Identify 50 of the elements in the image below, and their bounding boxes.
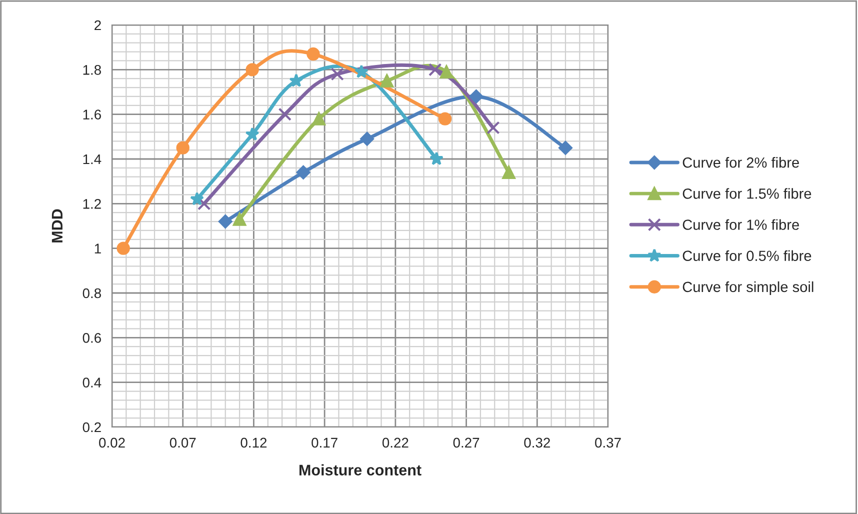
x-tick-label: 0.22 (382, 438, 408, 448)
point (278, 108, 292, 121)
y-tick-label: 0.4 (82, 378, 102, 388)
point (190, 192, 204, 206)
point (438, 112, 452, 126)
point (428, 63, 442, 76)
y-tick-label: 1.8 (83, 65, 101, 75)
y-tick-label: 0.2 (82, 422, 101, 432)
y-tick-label: 1.6 (83, 110, 101, 120)
point (245, 127, 260, 141)
y-tick-label: 2 (94, 20, 101, 30)
point (116, 242, 130, 255)
legend-label: Curve for 0.5% fibre (682, 250, 812, 262)
point (176, 141, 190, 154)
legend-label: Curve for 1% fibre (682, 219, 799, 230)
point (502, 166, 516, 179)
legend-label: Curve for 1.5% fibre (682, 188, 812, 199)
y-tick-label: 0.6 (82, 333, 101, 343)
point (380, 74, 394, 88)
y-tick-label: 1.2 (83, 199, 101, 209)
point (486, 121, 500, 134)
x-tick-label: 0.37 (595, 438, 621, 448)
y-axis-title: MDD (52, 209, 62, 242)
point (469, 90, 484, 104)
point (246, 63, 259, 76)
y-tick-label: 1 (94, 244, 101, 254)
point (330, 68, 344, 81)
x-tick-label: 0.27 (453, 438, 480, 448)
point (430, 152, 444, 166)
legend-label: Curve for 2% fibre (682, 157, 799, 168)
point (354, 64, 368, 78)
point (218, 214, 232, 228)
point (198, 197, 211, 210)
point (296, 165, 310, 180)
point (558, 140, 572, 155)
x-tick-label: 0.17 (312, 438, 338, 448)
x-axis-title: Moisture content (299, 464, 422, 476)
point (360, 132, 374, 146)
x-tick-label: 0.02 (99, 438, 125, 448)
point (306, 47, 320, 61)
point (312, 112, 326, 126)
legend-label: Curve for simple soil (682, 281, 814, 295)
point (232, 212, 246, 226)
point (440, 65, 454, 78)
y-tick-label: 1.4 (83, 154, 102, 164)
x-tick-label: 0.07 (170, 438, 196, 448)
x-tick-label: 0.32 (524, 438, 550, 448)
y-tick-label: 0.8 (82, 288, 101, 298)
x-tick-label: 0.12 (240, 438, 267, 448)
point (289, 74, 304, 87)
